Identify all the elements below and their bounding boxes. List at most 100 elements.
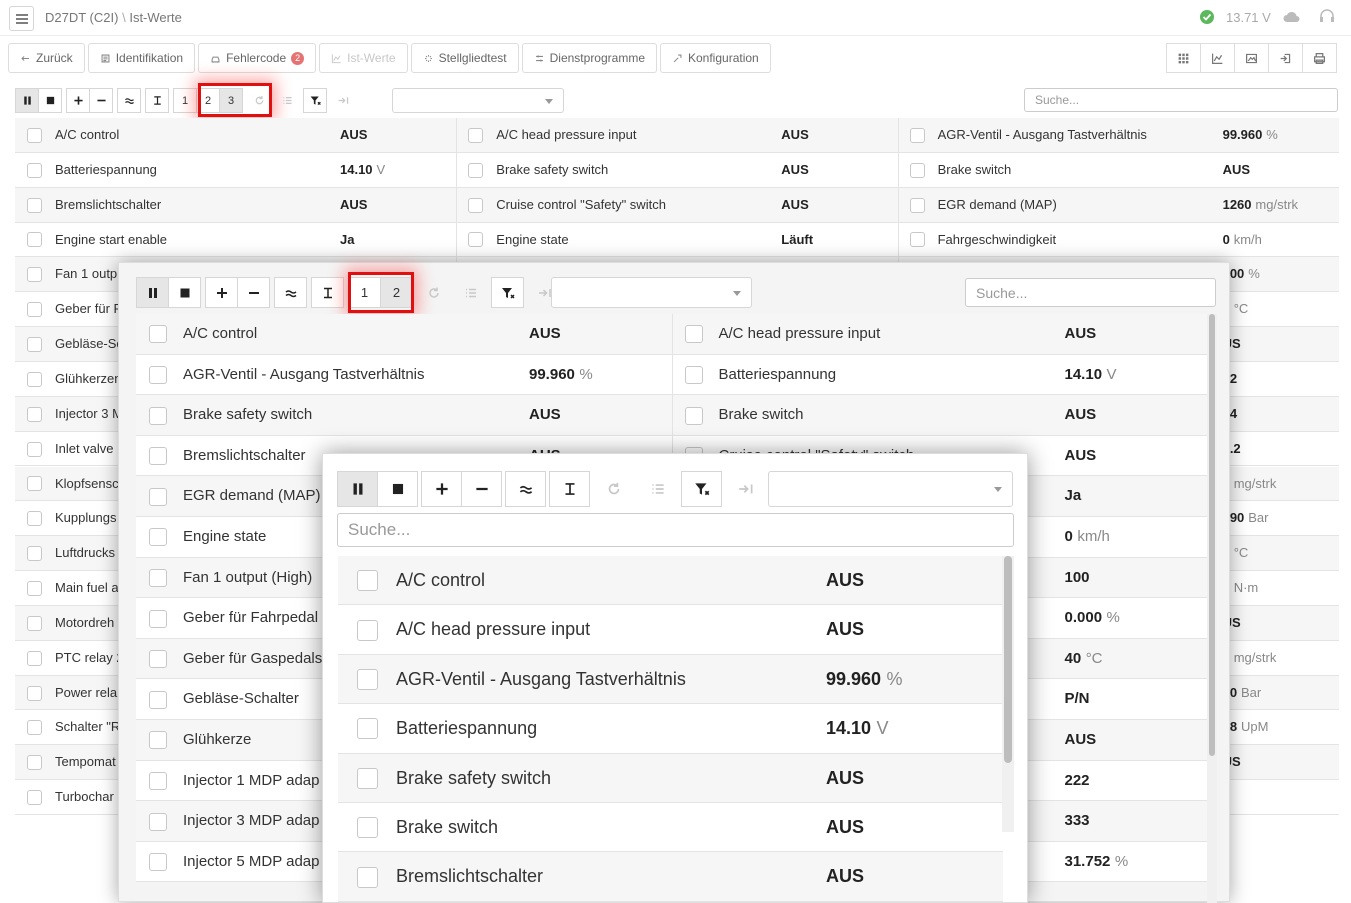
row-checkbox[interactable] (27, 685, 42, 701)
search-input[interactable]: Suche... (1024, 88, 1338, 112)
scrollbar-thumb[interactable] (1209, 314, 1215, 756)
plus-button[interactable] (66, 88, 90, 113)
row-checkbox[interactable] (149, 568, 167, 587)
row-checkbox[interactable] (149, 487, 167, 506)
row-checkbox[interactable] (149, 690, 167, 709)
row-checkbox[interactable] (149, 650, 167, 669)
row-checkbox[interactable] (909, 162, 925, 178)
row-checkbox[interactable] (149, 406, 167, 425)
row-checkbox[interactable] (909, 232, 925, 248)
row-checkbox[interactable] (27, 615, 42, 631)
row-checkbox[interactable] (27, 580, 42, 596)
tab[interactable]: Zurück (8, 43, 85, 73)
row-checkbox[interactable] (357, 570, 378, 592)
column-count-button[interactable]: 1 (173, 88, 197, 113)
row-checkbox[interactable] (909, 127, 925, 143)
pause-button[interactable] (15, 88, 39, 113)
pause-button[interactable] (136, 277, 169, 308)
row-checkbox[interactable] (684, 325, 703, 344)
tab[interactable]: Stellgliedtest (410, 43, 519, 73)
tmark-button[interactable] (549, 471, 590, 507)
row-checkbox[interactable] (149, 731, 167, 750)
stop-button[interactable] (38, 88, 62, 113)
row-checkbox[interactable] (468, 127, 484, 143)
search-input[interactable]: Suche... (965, 278, 1216, 307)
row-checkbox[interactable] (357, 669, 378, 690)
tab[interactable]: Fehlercode 2 (198, 43, 317, 73)
item-name: Engine start enable (55, 231, 168, 247)
search-input[interactable]: Suche... (337, 513, 1014, 547)
row-checkbox[interactable] (27, 197, 42, 213)
row-checkbox[interactable] (27, 476, 42, 492)
row-checkbox[interactable] (357, 866, 378, 888)
row-checkbox[interactable] (149, 609, 167, 628)
tab[interactable]: Dienstprogramme (521, 43, 657, 73)
row-checkbox[interactable] (357, 817, 378, 839)
row-checkbox[interactable] (149, 853, 167, 872)
row-checkbox[interactable] (684, 365, 703, 384)
item-name: AGR-Ventil - Ausgang Tastverhältnis (396, 668, 686, 689)
row-checkbox[interactable] (27, 406, 42, 422)
row-checkbox[interactable] (27, 267, 42, 283)
row-checkbox[interactable] (149, 528, 167, 547)
plus-button[interactable] (205, 277, 238, 308)
row-checkbox[interactable] (909, 197, 925, 213)
tmark-button[interactable] (145, 88, 169, 113)
row-checkbox[interactable] (357, 767, 378, 789)
row-checkbox[interactable] (27, 441, 42, 457)
pause-button[interactable] (337, 471, 378, 507)
row-checkbox[interactable] (357, 718, 378, 740)
row-checkbox[interactable] (27, 546, 42, 562)
scrollbar-thumb[interactable] (1004, 556, 1012, 763)
row-checkbox[interactable] (149, 325, 167, 344)
row-checkbox[interactable] (468, 162, 484, 178)
row-checkbox[interactable] (27, 371, 42, 387)
minus-button[interactable] (237, 277, 270, 308)
tab-label: Stellgliedtest (438, 51, 507, 65)
column-count-button[interactable]: 3 (219, 88, 243, 113)
filter-button[interactable] (491, 277, 524, 308)
wave-button[interactable] (274, 277, 307, 308)
row-checkbox[interactable] (27, 162, 42, 178)
row-checkbox[interactable] (27, 790, 42, 806)
filter-button[interactable] (303, 88, 327, 113)
row-checkbox[interactable] (149, 365, 167, 384)
refresh-button (247, 88, 271, 113)
tab[interactable]: Konfiguration (660, 43, 771, 73)
plus-button[interactable] (421, 471, 462, 507)
field-dropdown[interactable] (768, 471, 1013, 507)
minus-button[interactable] (89, 88, 113, 113)
minus-button[interactable] (461, 471, 502, 507)
row-checkbox[interactable] (27, 511, 42, 527)
wave-button[interactable] (505, 471, 546, 507)
row-checkbox[interactable] (27, 127, 42, 143)
row-checkbox[interactable] (468, 232, 484, 248)
row-checkbox[interactable] (149, 771, 167, 790)
row-checkbox[interactable] (27, 337, 42, 353)
row-checkbox[interactable] (468, 197, 484, 213)
stop-button[interactable] (377, 471, 418, 507)
tool-button[interactable] (1200, 43, 1235, 73)
tool-button[interactable] (1166, 43, 1201, 73)
row-checkbox[interactable] (27, 755, 42, 771)
menu-button[interactable] (9, 6, 34, 31)
stop-button[interactable] (168, 277, 201, 308)
field-dropdown[interactable] (392, 88, 564, 113)
unit-text: mg/strk (1233, 475, 1277, 491)
wave-button[interactable] (117, 88, 141, 113)
row-checkbox[interactable] (149, 812, 167, 831)
filter-button[interactable] (681, 471, 722, 507)
tab[interactable]: Identifikation (87, 43, 196, 73)
row-checkbox[interactable] (27, 650, 42, 666)
tool-button[interactable] (1302, 43, 1337, 73)
row-checkbox[interactable] (684, 406, 703, 425)
row-checkbox[interactable] (357, 619, 378, 641)
row-checkbox[interactable] (27, 720, 42, 736)
row-checkbox[interactable] (27, 302, 42, 318)
tmark-button[interactable] (311, 277, 344, 308)
row-checkbox[interactable] (149, 447, 167, 466)
tool-button[interactable] (1234, 43, 1269, 73)
field-dropdown[interactable] (551, 277, 752, 308)
row-checkbox[interactable] (27, 232, 42, 248)
tool-button[interactable] (1268, 43, 1303, 73)
